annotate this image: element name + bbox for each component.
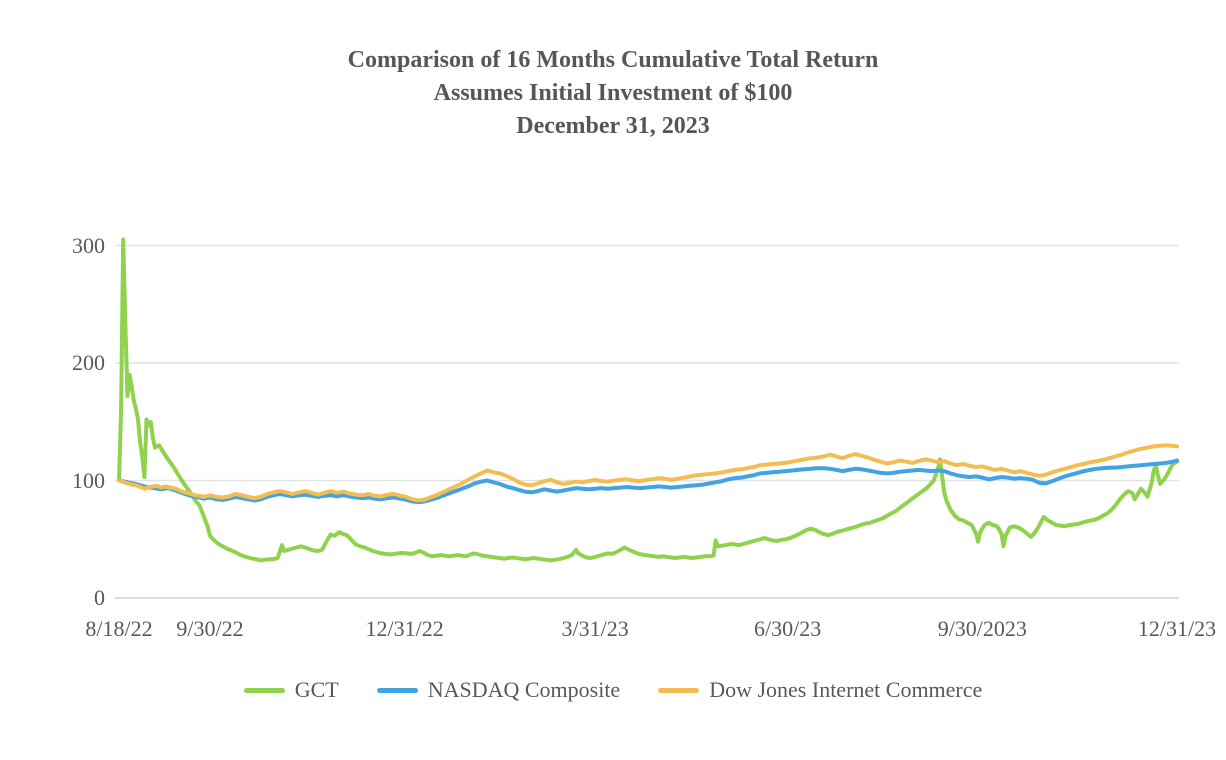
- legend-marker-icon: [376, 687, 418, 693]
- x-tick-label-8-18-22: 8/18/22: [85, 616, 153, 641]
- legend-marker-icon: [658, 687, 700, 693]
- x-tick-label-3-31-23: 3/31/23: [561, 616, 629, 641]
- legend-label: Dow Jones Internet Commerce: [709, 677, 983, 702]
- legend-item-gct: GCT: [243, 677, 339, 703]
- chart-title-line-3: December 31, 2023: [516, 113, 710, 139]
- chart-legend: GCT NASDAQ Composite Dow Jones Internet Co…: [0, 677, 1226, 703]
- y-tick-label-0: 0: [94, 585, 105, 610]
- legend-label: NASDAQ Composite: [427, 677, 621, 702]
- chart-title: Comparison of 16 Months Cumulative Total…: [0, 44, 1226, 143]
- legend-label: GCT: [294, 677, 339, 702]
- x-tick-label-9-30-2023: 9/30/2023: [937, 616, 1027, 641]
- legend-marker-icon: [243, 687, 285, 693]
- series-line-nasdaq: [117, 458, 1179, 505]
- legend-item-dowjones: Dow Jones Internet Commerce: [658, 677, 982, 703]
- chart-title-line-1: Comparison of 16 Months Cumulative Total…: [347, 47, 879, 73]
- series-line-gct: [117, 237, 1179, 563]
- series-line-dowjones: [117, 443, 1179, 503]
- y-tick-label-300: 300: [72, 232, 105, 258]
- legend-item-nasdaq: NASDAQ Composite: [376, 677, 621, 703]
- y-tick-label-100: 100: [72, 467, 105, 493]
- x-tick-label-6-30-23: 6/30/23: [754, 616, 822, 641]
- x-tick-label-12-31-22: 12/31/22: [365, 616, 444, 641]
- x-tick-label-9-30-22: 9/30/22: [176, 616, 244, 641]
- x-tick-label-12-31-23: 12/31/23: [1137, 616, 1217, 641]
- chart-title-line-2: Assumes Initial Investment of $100: [433, 80, 793, 106]
- y-tick-label-200: 200: [72, 350, 105, 375]
